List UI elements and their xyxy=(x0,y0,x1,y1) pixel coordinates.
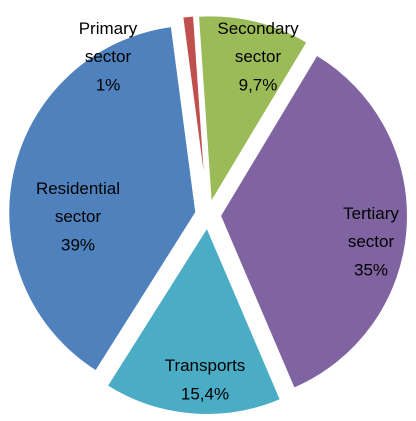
pie-slice xyxy=(7,24,198,373)
slice-category-label: Tertiary sector xyxy=(343,204,399,251)
pie-slice xyxy=(218,53,409,391)
pie-slice xyxy=(196,14,309,207)
pie-slice xyxy=(105,224,283,416)
slice-value-label: 15,4% xyxy=(181,384,229,403)
slice-value-label: 9,7% xyxy=(239,75,278,94)
slice-category-label: Secondary sector xyxy=(217,19,299,66)
slice-category-label: Residential sector xyxy=(36,179,120,226)
slice-category-label: Primary sector xyxy=(79,19,138,66)
slice-value-label: 1% xyxy=(96,75,121,94)
slice-category-label: Transports xyxy=(165,356,246,375)
slice-value-label: 39% xyxy=(61,235,95,254)
slice-value-label: 35% xyxy=(354,260,388,279)
pie-slice xyxy=(181,14,208,204)
